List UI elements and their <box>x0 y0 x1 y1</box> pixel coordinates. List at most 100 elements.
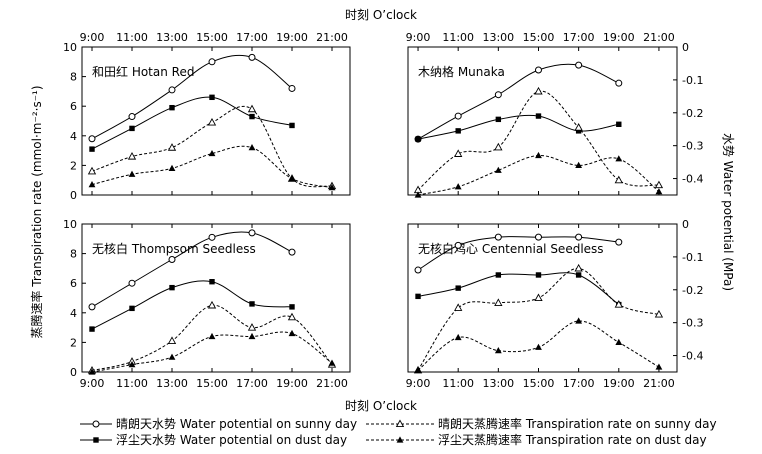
series-line-wp-dust <box>91 280 293 330</box>
point-tr-sunny <box>494 298 503 306</box>
y-axis-title-right: 水势 Water potential (MPa) <box>721 133 735 291</box>
point-wp-dust <box>249 113 255 120</box>
y-tick-label: 0 <box>682 41 689 54</box>
x-tick-label: 21:00 <box>316 31 348 44</box>
x-tick-label: 9:00 <box>80 377 105 390</box>
x-tick-label: 15:00 <box>523 377 555 390</box>
point-wp-dust <box>89 326 95 332</box>
point-tr-sunny <box>127 151 137 160</box>
panel-2: 9:00 11:00 13:00 15:00 17:00 19:00 21:00 0 -0.1 -… <box>406 31 703 198</box>
x-axis-title-top: 时刻 O’clock <box>345 8 417 22</box>
x-tick-label: 19:00 <box>276 377 308 390</box>
panel-1: 9:00 11:00 13:00 15:00 17:00 19:00 21:00 0 2 4 6 8 1… <box>63 31 351 202</box>
point-tr-sunny <box>614 300 623 308</box>
x-tick-label: 9:00 <box>406 377 431 390</box>
legend-label-tr-sunny: 晴朗天蒸腾速率 Transpiration rate on sunny day <box>438 416 717 431</box>
y-tick-label: -0.3 <box>682 140 703 153</box>
point-tr-dust <box>208 149 216 157</box>
y-tick-label: -0.2 <box>682 284 703 297</box>
point-wp-sunny <box>88 303 96 311</box>
point-tr-sunny <box>167 143 177 151</box>
point-tr-sunny <box>207 117 217 126</box>
y-tick-label: 8 <box>70 248 77 261</box>
point-wp-dust <box>129 305 135 312</box>
x-tick-label: 19:00 <box>603 31 635 44</box>
x-tick-label: 11:00 <box>442 31 474 44</box>
panel-title: 和田红 Hotan Red <box>92 64 194 79</box>
x-tick-label: 11:00 <box>442 377 474 390</box>
point-tr-sunny <box>654 180 664 189</box>
y-tick-label: 10 <box>63 41 77 54</box>
panel-title: 无核白 Thompsom Seedless <box>92 241 256 256</box>
point-wp-sunny <box>288 248 296 256</box>
y-tick-label: -0.4 <box>682 173 703 186</box>
series-line-wp-sunny <box>417 63 620 140</box>
point-tr-dust <box>454 333 462 341</box>
x-tick-label: 15:00 <box>196 377 228 390</box>
point-tr-dust <box>168 353 176 360</box>
point-tr-dust <box>328 359 336 366</box>
panel-title: 木纳格 Munaka <box>418 64 505 79</box>
panel-3: 9:00 11:00 13:00 15:00 17:00 19:00 21:00 0 2 4 6 8 1… <box>63 218 351 390</box>
y-tick-label: 0 <box>682 218 689 231</box>
x-tick-label: 17:00 <box>563 31 595 44</box>
y-tick-label: -0.1 <box>682 74 703 87</box>
y-tick-label: 10 <box>63 218 77 231</box>
point-wp-sunny <box>88 135 96 143</box>
point-tr-sunny <box>207 300 217 309</box>
point-wp-sunny <box>288 84 296 92</box>
x-axis-title-bottom: 时刻 O’clock <box>345 399 417 413</box>
point-wp-dust <box>455 128 461 134</box>
point-tr-sunny <box>574 123 583 131</box>
point-tr-sunny <box>574 263 583 272</box>
series-line-wp-sunny <box>91 54 293 140</box>
x-tick-label: 13:00 <box>482 31 514 44</box>
point-wp-sunny <box>454 112 462 120</box>
point-tr-sunny <box>454 149 463 157</box>
point-tr-dust <box>248 332 256 340</box>
y-tick-label: 6 <box>70 100 77 113</box>
y-tick-label: -0.2 <box>682 107 703 120</box>
series-line-wp-dust <box>417 272 620 306</box>
x-tick-label: 21:00 <box>643 31 675 44</box>
point-wp-dust <box>495 272 502 278</box>
point-tr-dust <box>575 317 583 324</box>
point-wp-dust <box>535 113 542 119</box>
point-tr-dust <box>288 329 296 337</box>
point-wp-dust <box>169 104 175 111</box>
series-line-tr-sunny <box>417 90 659 191</box>
y-tick-label: 0 <box>70 366 77 379</box>
point-tr-dust <box>535 151 542 159</box>
point-tr-dust <box>655 188 663 195</box>
y-tick-label: 6 <box>70 277 77 290</box>
point-wp-dust <box>495 116 502 123</box>
point-tr-sunny <box>494 142 503 151</box>
point-tr-sunny <box>454 303 463 311</box>
point-tr-dust <box>494 347 502 354</box>
x-tick-label: 15:00 <box>196 31 228 44</box>
point-tr-dust <box>328 184 336 191</box>
x-tick-label: 13:00 <box>482 377 514 390</box>
point-tr-sunny <box>534 293 543 302</box>
point-wp-sunny <box>208 233 216 241</box>
point-wp-sunny <box>414 266 422 274</box>
x-tick-label: 17:00 <box>236 377 268 390</box>
point-wp-dust <box>455 285 461 291</box>
point-tr-dust <box>414 191 422 198</box>
point-tr-dust <box>575 161 583 168</box>
series-line-tr-dust <box>417 154 660 196</box>
point-wp-dust <box>575 128 582 134</box>
point-tr-dust <box>494 166 502 173</box>
point-wp-sunny <box>128 279 136 287</box>
x-tick-label: 15:00 <box>523 31 555 44</box>
point-wp-sunny <box>454 241 462 249</box>
x-tick-label: 19:00 <box>276 31 308 44</box>
series-line-tr-sunny <box>417 267 660 371</box>
point-wp-sunny <box>494 233 502 241</box>
point-wp-dust <box>415 293 421 300</box>
x-tick-label: 11:00 <box>116 377 148 390</box>
y-tick-label: -0.3 <box>682 317 703 330</box>
point-wp-sunny <box>248 229 256 237</box>
x-tick-label: 9:00 <box>80 31 105 44</box>
